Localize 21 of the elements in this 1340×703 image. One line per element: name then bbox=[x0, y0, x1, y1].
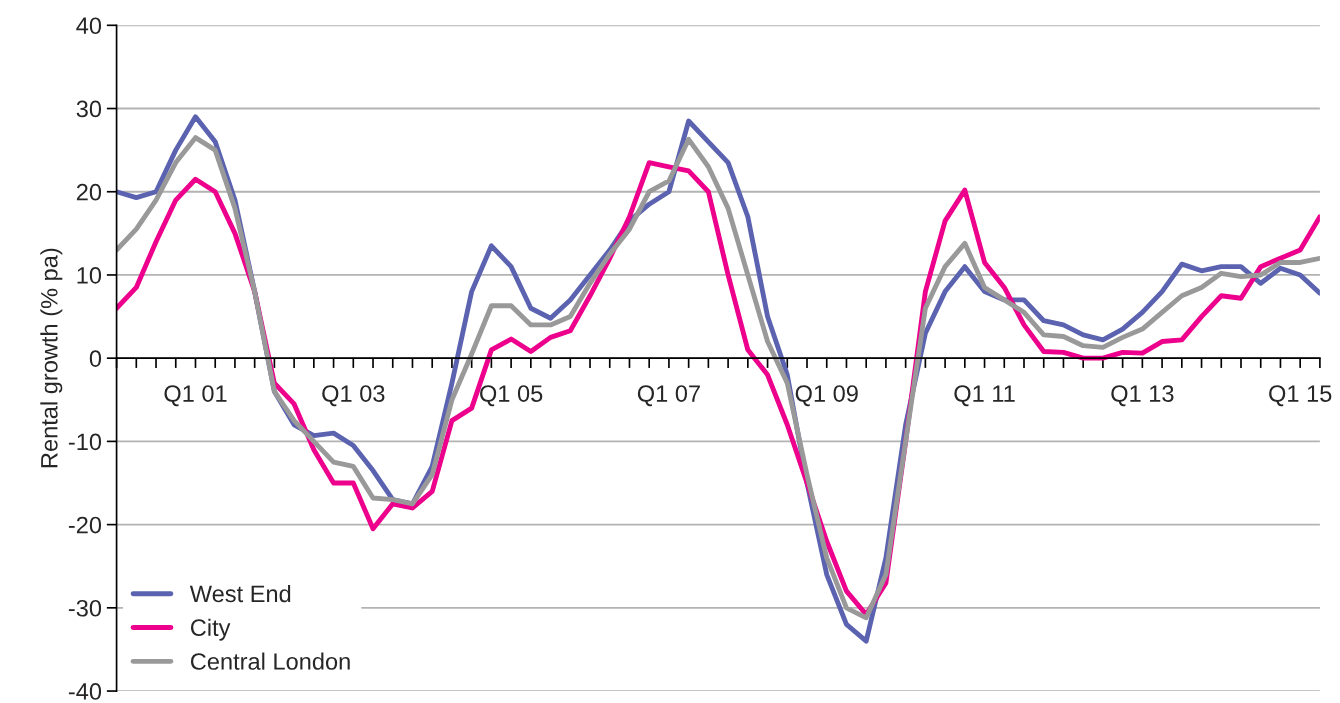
x-tick-label: Q1 11 bbox=[954, 385, 1015, 407]
y-tick-label: -30 bbox=[68, 599, 102, 617]
x-tick-label: Q1 01 bbox=[164, 385, 227, 407]
y-axis-title: Rental growth (% pa) bbox=[40, 248, 63, 468]
y-tick-label: 30 bbox=[76, 100, 102, 118]
y-tick-label: -20 bbox=[68, 516, 102, 534]
y-tick-label: -40 bbox=[68, 683, 102, 700]
y-tick-label: 10 bbox=[77, 267, 102, 284]
x-tick-label: Q1 13 bbox=[1111, 385, 1174, 407]
y-tick-label: 20 bbox=[76, 183, 102, 201]
x-tick-label: Q1 09 bbox=[795, 385, 858, 407]
legend-label: City bbox=[190, 618, 231, 641]
x-tick-label: Q1 15 bbox=[1269, 385, 1332, 407]
y-tick-label: 0 bbox=[89, 350, 102, 367]
y-tick-label: 40 bbox=[76, 17, 102, 35]
legend-label: Central London bbox=[190, 652, 350, 670]
x-tick-label: Q1 07 bbox=[637, 385, 700, 407]
legend-label: West End bbox=[189, 584, 291, 603]
x-tick-label: Q1 05 bbox=[480, 385, 543, 407]
x-tick-label: Q1 03 bbox=[322, 385, 385, 407]
y-tick-label: -10 bbox=[68, 433, 102, 451]
